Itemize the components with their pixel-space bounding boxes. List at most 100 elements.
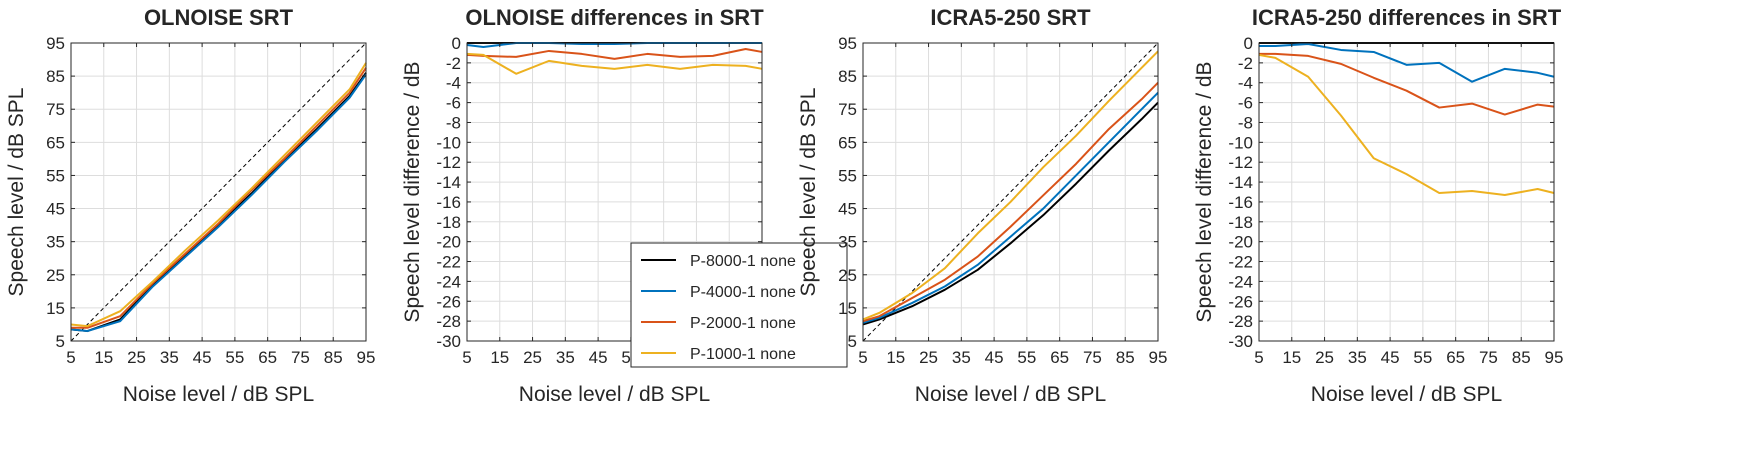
x-tick-label: 55 [1017,348,1036,367]
x-tick-label: 5 [462,348,471,367]
chart-title: ICRA5-250 SRT [930,5,1091,30]
legend-label-p-2000: P-2000-1 none [690,315,796,332]
y-tick-label: -26 [1228,292,1253,311]
y-tick-label: -14 [1228,173,1253,192]
y-axis-label: Speech level / dB SPL [5,88,28,297]
y-axis-label: Speech level / dB SPL [797,88,820,297]
x-tick-label: 25 [919,348,938,367]
x-tick-label: 35 [952,348,971,367]
y-tick-label: -10 [1228,133,1253,152]
x-tick-label: 15 [1282,348,1301,367]
chart-title: OLNOISE SRT [144,5,294,30]
y-tick-label: -22 [436,253,461,272]
x-tick-label: 65 [258,348,277,367]
y-tick-label: -18 [436,213,461,232]
chart-title: ICRA5-250 differences in SRT [1252,5,1562,30]
series-line-p-1000-1-none [862,50,1159,321]
y-tick-label: 35 [838,233,857,252]
y-tick-label: -28 [436,312,461,331]
y-tick-label: 15 [838,299,857,318]
x-axis-label: Noise level / dB SPL [519,383,710,406]
x-tick-label: 95 [1149,348,1168,367]
x-tick-label: 95 [357,348,376,367]
series-line-p-1000-1-none [70,62,367,328]
y-tick-label: 75 [838,100,857,119]
y-tick-label: -2 [446,54,461,73]
x-tick-label: 55 [1413,348,1432,367]
x-tick-label: 25 [1315,348,1334,367]
y-tick-label: 95 [838,34,857,53]
y-tick-label: -2 [1238,54,1253,73]
x-tick-label: 15 [490,348,509,367]
y-tick-label: -6 [1238,94,1253,113]
x-axis-label: Noise level / dB SPL [1311,383,1502,406]
y-tick-label: -8 [1238,113,1253,132]
series-line-p-4000-1-none [862,91,1159,324]
tick-labels: 5 15 25 35 45 55 65 75 85 95 5 15 25 35 45 55 65 75 85 95 [46,34,375,367]
panel-icra5-differences: 5 15 25 35 45 55 65 75 85 95-30-28-26-24-22-20-18… [1193,5,1563,406]
legend: P-8000-1 none P-4000-1 none P-2000-1 non… [630,242,848,368]
x-tick-label: 25 [523,348,542,367]
series-line-p-4000-1-none [70,73,367,333]
x-tick-label: 85 [1116,348,1135,367]
x-tick-label: 45 [985,348,1004,367]
panel-olnoise-srt: 5 15 25 35 45 55 65 75 85 95 5 15 25 35 45 55 65 75 85 95 O… [5,5,375,406]
series-line-p-2000-1-none [1259,52,1555,116]
y-tick-label: -8 [446,113,461,132]
legend-label-p-1000: P-1000-1 none [690,346,796,363]
y-tick-label: 55 [46,166,65,185]
y-tick-label: -16 [1228,193,1253,212]
x-axis-label: Noise level / dB SPL [123,383,314,406]
y-tick-label: 55 [838,166,857,185]
y-tick-label: 5 [848,332,857,351]
y-tick-label: -22 [1228,253,1253,272]
y-tick-label: 0 [1244,34,1253,53]
panel-icra5-srt: 5 15 25 35 45 55 65 75 85 95 5 15 25 35 45 55 65 75 85 95 I… [797,5,1167,406]
series-line-p-2000-1-none [862,82,1159,323]
legend-label-p-4000: P-4000-1 none [690,284,796,301]
series-line-p-4000-1-none [1259,42,1555,83]
tick-labels: 5 15 25 35 45 55 65 75 85 95 5 15 25 35 45 55 65 75 85 95 [838,34,1167,367]
y-tick-label: -28 [1228,312,1253,331]
series-line-p-8000-1-none [862,101,1159,326]
y-tick-label: 65 [838,133,857,152]
y-tick-label: -24 [1228,272,1253,291]
x-tick-label: 5 [1254,348,1263,367]
y-tick-label: -30 [436,332,461,351]
y-tick-label: 75 [46,100,65,119]
x-tick-label: 35 [160,348,179,367]
y-tick-label: 15 [46,299,65,318]
y-tick-label: -4 [446,74,461,93]
x-tick-label: 5 [858,348,867,367]
x-tick-label: 45 [193,348,212,367]
x-tick-label: 35 [1348,348,1367,367]
y-tick-label: 85 [46,67,65,86]
y-tick-label: 45 [838,200,857,219]
y-axis-label: Speech level difference / dB [1193,61,1216,322]
y-axis-label: Speech level difference / dB [401,61,424,322]
y-tick-label: -20 [436,233,461,252]
y-tick-label: -12 [436,153,461,172]
y-tick-label: 65 [46,133,65,152]
y-tick-label: -20 [1228,233,1253,252]
y-tick-label: -30 [1228,332,1253,351]
y-tick-label: 0 [452,34,461,53]
chart-title: OLNOISE differences in SRT [465,5,764,30]
y-tick-label: -16 [436,193,461,212]
x-tick-label: 45 [589,348,608,367]
x-tick-label: 65 [1446,348,1465,367]
x-tick-label: 85 [1512,348,1531,367]
x-tick-label: 95 [1545,348,1564,367]
series-lines [70,62,367,333]
y-tick-label: -4 [1238,74,1253,93]
x-tick-label: 15 [94,348,113,367]
series-line-p-2000-1-none [71,67,367,329]
y-tick-label: 45 [46,200,65,219]
y-tick-label: 5 [56,332,65,351]
y-tick-label: -14 [436,173,461,192]
series-line-p-8000-1-none [70,72,367,333]
y-tick-label: -10 [436,133,461,152]
x-tick-label: 35 [556,348,575,367]
x-tick-label: 55 [225,348,244,367]
